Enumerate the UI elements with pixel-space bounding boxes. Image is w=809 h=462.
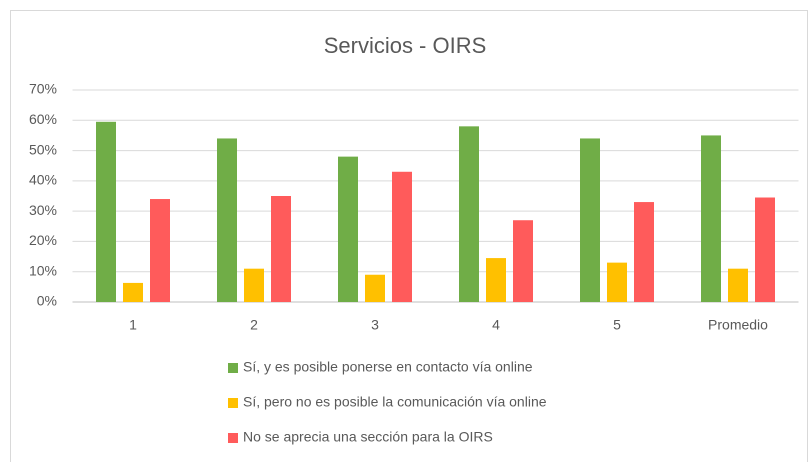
y-tick-label: 10%	[29, 262, 57, 278]
y-tick-label: 50%	[29, 141, 57, 157]
bar	[338, 156, 358, 302]
chart-title: Servicios - OIRS	[324, 33, 487, 58]
bar	[150, 199, 170, 302]
y-tick-label: 20%	[29, 232, 57, 248]
bar	[271, 196, 291, 302]
bar	[486, 258, 506, 302]
y-tick-label: 30%	[29, 202, 57, 218]
legend-swatch	[228, 398, 238, 408]
bar	[580, 138, 600, 302]
bar	[123, 282, 143, 302]
x-tick-label: Promedio	[708, 317, 768, 333]
bar	[634, 202, 654, 302]
x-tick-label: 3	[371, 317, 379, 333]
bar	[244, 268, 264, 302]
bar	[365, 274, 385, 302]
bar	[96, 121, 116, 302]
bar	[513, 220, 533, 302]
legend-label: Sí, y es posible ponerse en contacto vía…	[243, 359, 533, 375]
y-tick-label: 60%	[29, 111, 57, 127]
legend-swatch	[228, 433, 238, 443]
bar	[459, 126, 479, 302]
x-tick-label: 5	[613, 317, 621, 333]
y-tick-label: 70%	[29, 81, 57, 97]
bar	[755, 197, 775, 302]
legend-label: No se aprecia una sección para la OIRS	[243, 429, 493, 445]
y-tick-label: 0%	[37, 293, 57, 309]
x-tick-label: 4	[492, 317, 500, 333]
bar	[728, 268, 748, 302]
bar	[701, 135, 721, 302]
bar	[217, 138, 237, 302]
bar	[392, 171, 412, 302]
y-tick-label: 40%	[29, 172, 57, 188]
bar	[607, 262, 627, 302]
legend-label: Sí, pero no es posible la comunicación v…	[243, 394, 547, 410]
legend-swatch	[228, 363, 238, 373]
x-tick-label: 2	[250, 317, 258, 333]
x-tick-label: 1	[129, 317, 137, 333]
